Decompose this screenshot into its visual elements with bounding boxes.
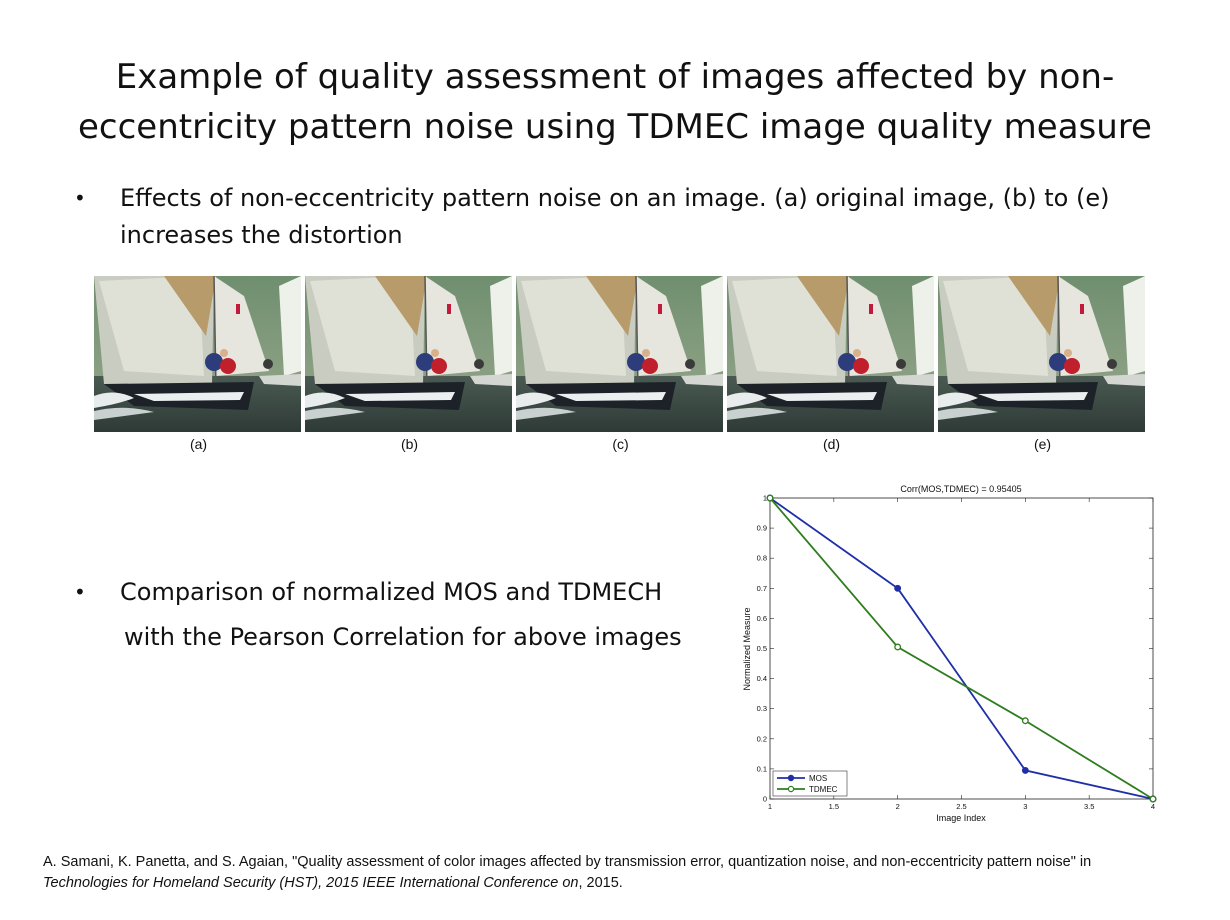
x-axis-label: Image Index: [936, 813, 986, 823]
bullet-effects-text: Effects of non-eccentricity pattern nois…: [120, 184, 1110, 249]
bullet-effects: • Effects of non-eccentricity pattern no…: [74, 180, 1160, 254]
y-axis-label: Normalized Measure: [742, 607, 752, 690]
chart-legend: MOS TDMEC: [772, 770, 848, 797]
y-tick-label: 0: [763, 795, 767, 804]
caption-b: (b): [400, 436, 419, 452]
x-tick-label: 3: [1023, 802, 1027, 811]
x-tick-label: 2.5: [956, 802, 966, 811]
series-line-mos: [769, 497, 1154, 800]
sailboat-image-e: [938, 276, 1145, 432]
data-point-tdmec: [1149, 795, 1157, 803]
mos-tdmec-line-chart: Corr(MOS,TDMEC) = 0.95405 Image Index No…: [742, 484, 1157, 823]
x-tick-label: 2: [896, 802, 900, 811]
sailboat-image-a: [94, 276, 301, 432]
caption-a: (a): [189, 436, 208, 452]
y-tick-label: 0.4: [757, 674, 767, 683]
bullet-comparison-line2: with the Pearson Correlation for above i…: [124, 623, 682, 651]
x-tick-label: 4: [1151, 802, 1155, 811]
bullet-comparison-line1: Comparison of normalized MOS and TDMECH: [120, 578, 663, 606]
y-tick-label: 0.5: [757, 644, 767, 653]
x-tick-label: 1: [768, 802, 772, 811]
y-tick-label: 0.3: [757, 704, 767, 713]
data-point-tdmec: [894, 643, 902, 651]
legend-label-tdmec: TDMEC: [809, 785, 838, 794]
sailboat-image-c: [516, 276, 723, 432]
caption-e: (e): [1033, 436, 1052, 452]
y-tick-label: 0.8: [757, 554, 767, 563]
data-point-tdmec: [1021, 717, 1029, 725]
sailboat-image-strip: [94, 276, 1146, 434]
y-tick-label: 0.7: [757, 584, 767, 593]
reference-citation: A. Samani, K. Panetta, and S. Agaian, "Q…: [43, 852, 1203, 894]
y-tick-label: 1: [763, 494, 767, 503]
slide-title: Example of quality assessment of images …: [78, 57, 1152, 147]
series-line-tdmec: [769, 497, 1154, 800]
legend-box: [772, 770, 848, 797]
y-tick-label: 0.6: [757, 614, 767, 623]
legend-label-mos: MOS: [809, 774, 827, 783]
reference-authors-title: A. Samani, K. Panetta, and S. Agaian, "Q…: [43, 854, 1092, 870]
caption-d: (d): [822, 436, 841, 452]
data-point-tdmec: [766, 494, 774, 502]
y-tick-label: 0.9: [757, 524, 767, 533]
bullet-dot: •: [74, 580, 86, 604]
x-tick-label: 3.5: [1084, 802, 1094, 811]
sailboat-image-b: [305, 276, 512, 432]
y-tick-label: 0.1: [757, 764, 767, 773]
x-tick-label: 1.5: [829, 802, 839, 811]
data-point-mos: [894, 584, 902, 592]
reference-year: , 2015.: [578, 875, 623, 891]
data-point-mos: [1021, 766, 1029, 774]
sailboat-image-d: [727, 276, 934, 432]
reference-venue: Technologies for Homeland Security (HST)…: [43, 875, 579, 891]
chart-title: Corr(MOS,TDMEC) = 0.95405: [900, 484, 1021, 494]
bullet-comparison: • Comparison of normalized MOS and TDMEC…: [74, 570, 720, 660]
y-tick-label: 0.2: [757, 734, 767, 743]
bullet-dot: •: [74, 186, 86, 210]
plot-area: [769, 497, 1154, 800]
legend-marker-mos: [787, 774, 795, 782]
caption-c: (c): [612, 436, 629, 452]
legend-marker-tdmec: [787, 785, 795, 793]
